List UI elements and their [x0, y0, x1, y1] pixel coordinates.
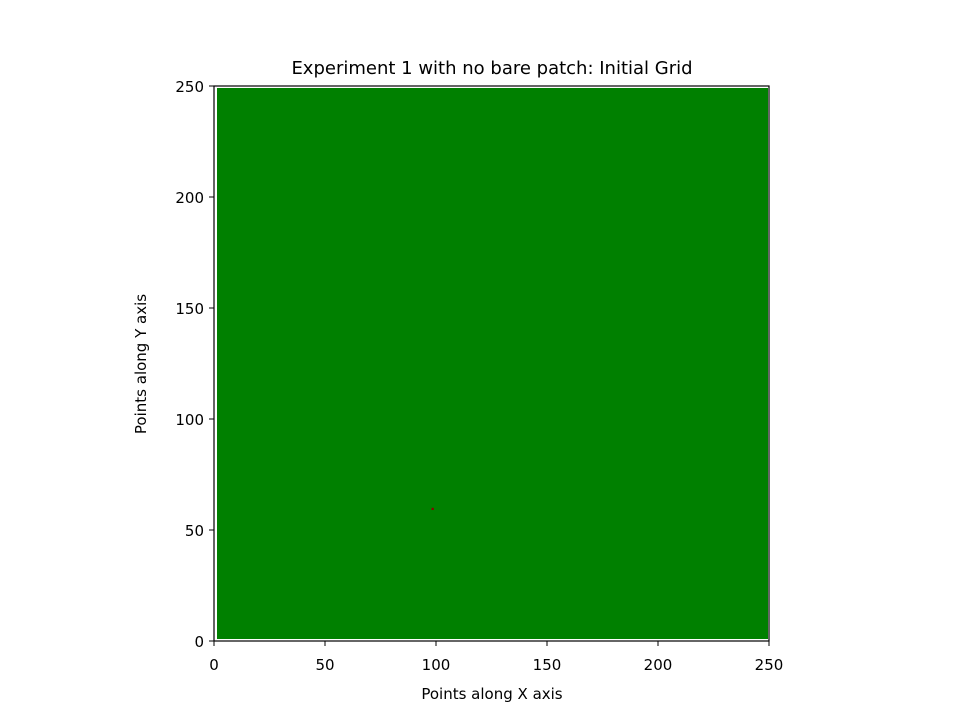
x-tick-label: 100 [422, 656, 451, 674]
x-tick-label: 250 [755, 656, 784, 674]
x-axis-label: Points along X axis [421, 685, 562, 703]
y-tick-label: 150 [175, 300, 204, 318]
grid-cell [431, 507, 434, 511]
x-tick-label: 0 [209, 656, 219, 674]
y-tick-label: 200 [175, 189, 204, 207]
x-tick-label: 200 [644, 656, 673, 674]
y-tick-label: 50 [185, 522, 204, 540]
x-tick-label: 150 [533, 656, 562, 674]
x-axis-ticks: 0 50 100 150 200 250 [209, 641, 783, 674]
x-tick-label: 50 [315, 656, 334, 674]
y-axis-ticks: 0 50 100 150 200 250 [175, 78, 214, 651]
grid-cells [431, 507, 434, 511]
plot-frame [213, 85, 770, 642]
grid-field [217, 88, 768, 639]
chart-title: Experiment 1 with no bare patch: Initial… [291, 58, 692, 79]
y-tick-label: 100 [175, 411, 204, 429]
y-tick-label: 0 [194, 633, 204, 651]
y-tick-label: 250 [175, 78, 204, 96]
y-axis-label: Points along Y axis [132, 294, 150, 434]
